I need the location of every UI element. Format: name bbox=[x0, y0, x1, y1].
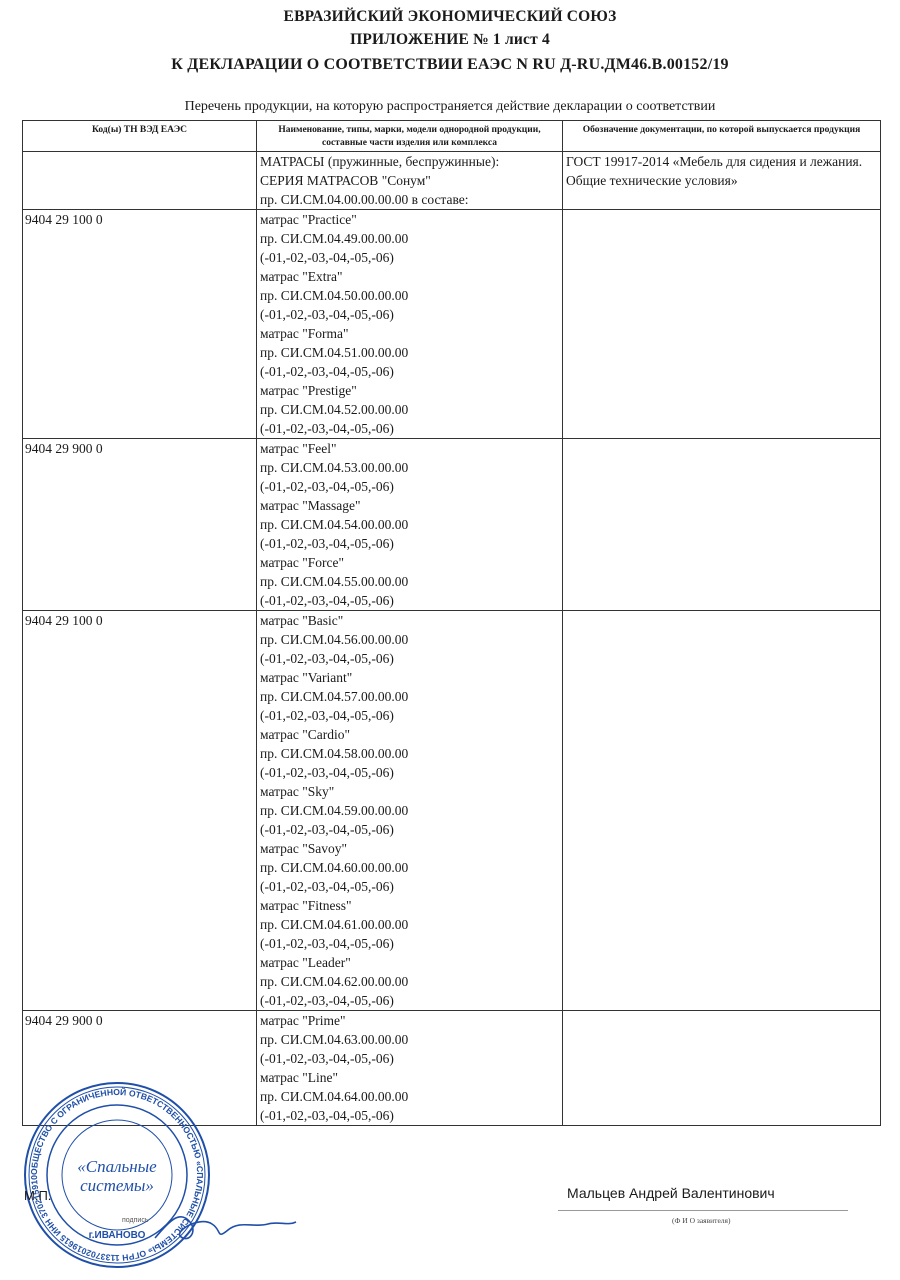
product-name-cell: матрас "Basic" пр. СИ.СМ.04.56.00.00.00 (-… bbox=[256, 610, 563, 1011]
product-line: пр. СИ.СМ.04.57.00.00.00 bbox=[260, 689, 409, 704]
col-header-name: Наименование, типы, марки, модели одноро… bbox=[256, 120, 563, 152]
product-line: (-01,-02,-03,-04,-05,-06) bbox=[260, 307, 394, 322]
table-row: 9404 29 100 0 матрас "Practice" пр. СИ.СМ.… bbox=[22, 209, 881, 439]
product-line: (-01,-02,-03,-04,-05,-06) bbox=[260, 1051, 394, 1066]
subtitle: Перечень продукции, на которую распростр… bbox=[184, 99, 716, 114]
product-line: пр. СИ.СМ.04.56.00.00.00 bbox=[260, 632, 409, 647]
product-line: пр. СИ.СМ.04.63.00.00.00 bbox=[260, 1032, 409, 1047]
product-line: матрас "Prime" bbox=[260, 1013, 346, 1028]
product-line: (-01,-02,-03,-04,-05,-06) bbox=[260, 879, 394, 894]
header-declaration: К ДЕКЛАРАЦИИ О СООТВЕТСТВИИ ЕАЭС N RU Д-… bbox=[171, 56, 729, 73]
product-line: (-01,-02,-03,-04,-05,-06) bbox=[260, 708, 394, 723]
tnved-code-cell: 9404 29 900 0 bbox=[22, 438, 257, 611]
product-line: матрас "Forma" bbox=[260, 326, 349, 341]
product-line: пр. СИ.СМ.04.58.00.00.00 bbox=[260, 746, 409, 761]
product-line: пр. СИ.СМ.04.55.00.00.00 bbox=[260, 574, 409, 589]
table-row-intro: МАТРАСЫ (пружинные, беспружинные): СЕРИЯ… bbox=[22, 151, 881, 210]
doc-cell bbox=[562, 209, 881, 439]
intro-line: пр. СИ.СМ.04.00.00.00.00 в составе: bbox=[260, 192, 469, 207]
product-line: (-01,-02,-03,-04,-05,-06) bbox=[260, 593, 394, 608]
product-line: пр. СИ.СМ.04.54.00.00.00 bbox=[260, 517, 409, 532]
product-line: матрас "Line" bbox=[260, 1070, 339, 1085]
header-appendix: ПРИЛОЖЕНИЕ № 1 лист 4 bbox=[350, 31, 550, 48]
product-line: матрас "Cardio" bbox=[260, 727, 351, 742]
stamp-center-line1: «Спальные bbox=[77, 1157, 157, 1176]
product-line: (-01,-02,-03,-04,-05,-06) bbox=[260, 536, 394, 551]
doc-cell bbox=[562, 438, 881, 611]
product-line: (-01,-02,-03,-04,-05,-06) bbox=[260, 1108, 394, 1123]
stamp-center-line2: системы» bbox=[80, 1176, 154, 1195]
product-line: (-01,-02,-03,-04,-05,-06) bbox=[260, 936, 394, 951]
tnved-code-cell: 9404 29 100 0 bbox=[22, 209, 257, 439]
product-line: матрас "Fitness" bbox=[260, 898, 352, 913]
product-line: матрас "Savoy" bbox=[260, 841, 348, 856]
product-line: матрас "Variant" bbox=[260, 670, 353, 685]
doc-cell bbox=[562, 610, 881, 1011]
tnved-code-cell: 9404 29 100 0 bbox=[22, 610, 257, 1011]
product-line: пр. СИ.СМ.04.52.00.00.00 bbox=[260, 402, 409, 417]
signer-name: Мальцев Андрей Валентинович bbox=[567, 1185, 775, 1201]
product-line: (-01,-02,-03,-04,-05,-06) bbox=[260, 250, 394, 265]
stamp-city: г.ИВАНОВО bbox=[89, 1230, 146, 1241]
stamp-place-label: М.П. bbox=[24, 1188, 52, 1203]
product-line: пр. СИ.СМ.04.60.00.00.00 bbox=[260, 860, 409, 875]
product-line: матрас "Practice" bbox=[260, 212, 357, 227]
product-line: пр. СИ.СМ.04.53.00.00.00 bbox=[260, 460, 409, 475]
signer-underline bbox=[558, 1210, 848, 1211]
product-line: пр. СИ.СМ.04.49.00.00.00 bbox=[260, 231, 409, 246]
signature-label: подпись bbox=[122, 1217, 149, 1224]
product-line: матрас "Sky" bbox=[260, 784, 335, 799]
product-line: матрас "Extra" bbox=[260, 269, 343, 284]
col-header-code: Код(ы) ТН ВЭД ЕАЭС bbox=[22, 120, 257, 152]
intro-name-cell: МАТРАСЫ (пружинные, беспружинные): СЕРИЯ… bbox=[256, 151, 563, 210]
product-line: пр. СИ.СМ.04.64.00.00.00 bbox=[260, 1089, 409, 1104]
products-table: Код(ы) ТН ВЭД ЕАЭС Наименование, типы, м… bbox=[22, 120, 881, 1126]
company-stamp: ОБЩЕСТВО С ОГРАНИЧЕННОЙ ОТВЕТСТВЕННОСТЬЮ… bbox=[22, 1080, 210, 1268]
intro-doc-cell: ГОСТ 19917-2014 «Мебель для сидения и ле… bbox=[562, 151, 881, 210]
intro-line: МАТРАСЫ (пружинные, беспружинные): bbox=[260, 154, 500, 169]
product-line: пр. СИ.СМ.04.59.00.00.00 bbox=[260, 803, 409, 818]
product-line: (-01,-02,-03,-04,-05,-06) bbox=[260, 421, 394, 436]
col-header-doc: Обозначение документации, по которой вып… bbox=[562, 120, 881, 152]
product-line: матрас "Feel" bbox=[260, 441, 337, 456]
table-row: 9404 29 100 0 матрас "Basic" пр. СИ.СМ.04.… bbox=[22, 610, 881, 1011]
doc-cell bbox=[562, 1010, 881, 1126]
product-line: (-01,-02,-03,-04,-05,-06) bbox=[260, 651, 394, 666]
product-line: (-01,-02,-03,-04,-05,-06) bbox=[260, 993, 394, 1008]
product-line: (-01,-02,-03,-04,-05,-06) bbox=[260, 822, 394, 837]
product-name-cell: матрас "Feel" пр. СИ.СМ.04.53.00.00.00 (-0… bbox=[256, 438, 563, 611]
intro-line: СЕРИЯ МАТРАСОВ "Сонум" bbox=[260, 173, 431, 188]
product-line: матрас "Massage" bbox=[260, 498, 361, 513]
table-row: 9404 29 900 0 матрас "Feel" пр. СИ.СМ.04.5… bbox=[22, 438, 881, 611]
product-line: пр. СИ.СМ.04.51.00.00.00 bbox=[260, 345, 409, 360]
product-line: пр. СИ.СМ.04.50.00.00.00 bbox=[260, 288, 409, 303]
product-name-cell: матрас "Practice" пр. СИ.СМ.04.49.00.00.0… bbox=[256, 209, 563, 439]
handwritten-signature bbox=[154, 1216, 297, 1240]
intro-code-cell bbox=[22, 151, 257, 210]
table-header-row: Код(ы) ТН ВЭД ЕАЭС Наименование, типы, м… bbox=[22, 120, 881, 152]
product-line: матрас "Force" bbox=[260, 555, 345, 570]
fio-label: (Ф И О заявителя) bbox=[672, 1216, 731, 1225]
product-line: матрас "Prestige" bbox=[260, 383, 357, 398]
product-line: (-01,-02,-03,-04,-05,-06) bbox=[260, 479, 394, 494]
product-line: пр. СИ.СМ.04.61.00.00.00 bbox=[260, 917, 409, 932]
product-line: матрас "Basic" bbox=[260, 613, 344, 628]
product-line: (-01,-02,-03,-04,-05,-06) bbox=[260, 364, 394, 379]
header-union: ЕВРАЗИЙСКИЙ ЭКОНОМИЧЕСКИЙ СОЮЗ bbox=[283, 8, 617, 25]
product-line: пр. СИ.СМ.04.62.00.00.00 bbox=[260, 974, 409, 989]
table-row: 9404 29 900 0 матрас "Prime" пр. СИ.СМ.04.… bbox=[22, 1010, 881, 1126]
product-name-cell: матрас "Prime" пр. СИ.СМ.04.63.00.00.00 (-… bbox=[256, 1010, 563, 1126]
product-line: (-01,-02,-03,-04,-05,-06) bbox=[260, 765, 394, 780]
product-line: матрас "Leader" bbox=[260, 955, 351, 970]
